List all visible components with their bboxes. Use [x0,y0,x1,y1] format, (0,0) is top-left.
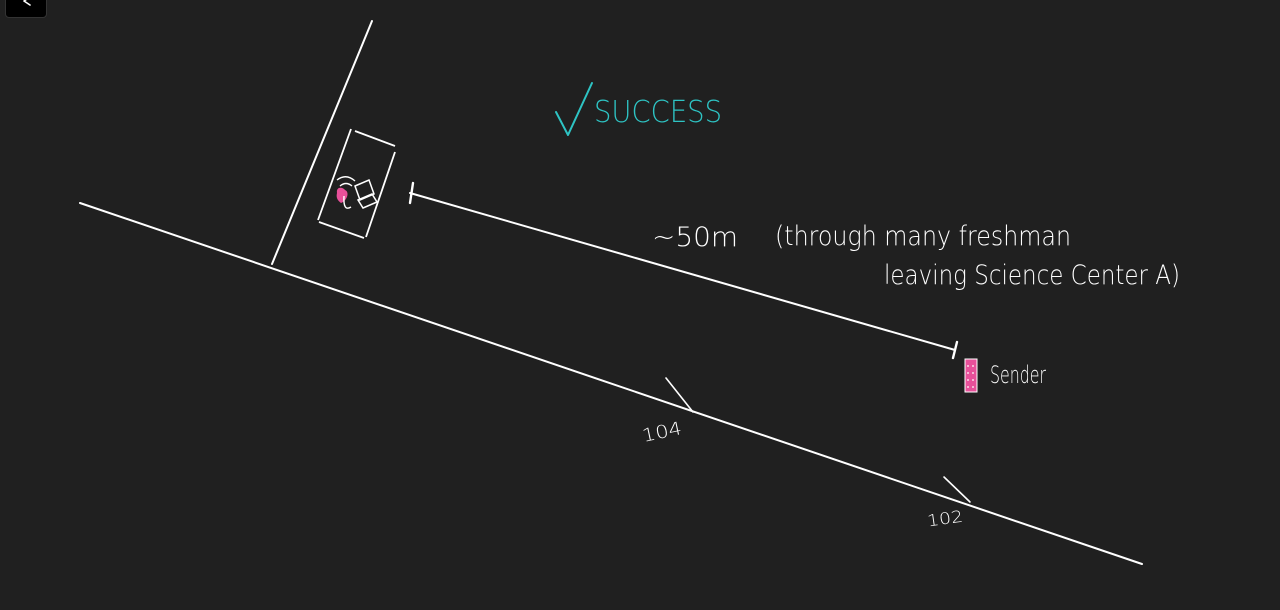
side-wall-line [271,20,373,265]
chevron-left-icon [23,0,31,6]
room-104-tick [665,377,694,413]
success-annotation: SUCCESS [555,82,722,136]
room-104-label: 104 [640,418,683,447]
main-hallway-line [79,202,1143,565]
success-text: SUCCESS [594,95,722,130]
receiver-box [317,128,396,239]
note-line-1: (through many freshman [775,221,1071,252]
room-102-tick [943,476,971,503]
sender-label: Sender [990,361,1046,389]
checkmark-icon [555,82,593,136]
distance-dimension-line [408,181,959,360]
receiver-device-icon [336,176,379,209]
note-line-2: leaving Science Center A) [884,260,1180,291]
sender-device-icon [964,358,978,393]
distance-label: ~50m [652,222,738,253]
room-102-label: 102 [926,507,964,531]
back-button[interactable] [5,0,47,18]
